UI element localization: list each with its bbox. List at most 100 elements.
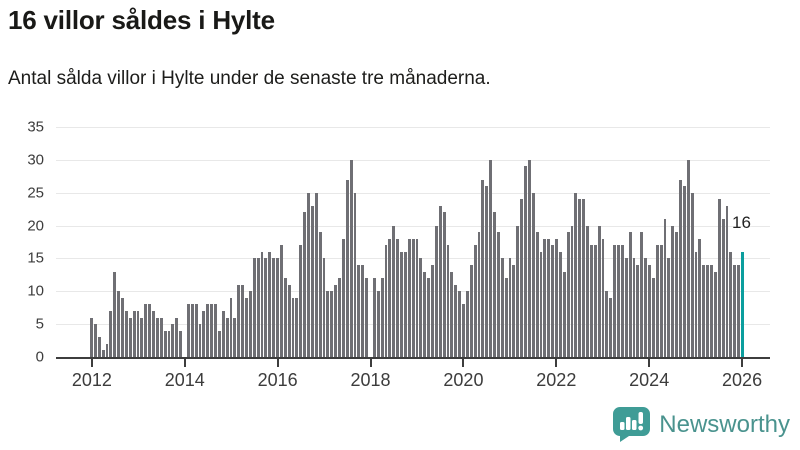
bar	[229, 297, 233, 357]
bar	[140, 317, 144, 357]
x-tick-2020	[462, 359, 465, 367]
bar	[524, 166, 527, 357]
bar	[624, 258, 628, 357]
newsworthy-logo[interactable]: Newsworthy	[613, 407, 790, 442]
bar	[124, 311, 128, 357]
gridline-25	[56, 192, 770, 194]
bar	[617, 245, 620, 357]
bar	[233, 317, 237, 357]
bar	[322, 258, 326, 357]
bar	[338, 278, 341, 357]
bar	[345, 179, 349, 357]
bar	[245, 297, 248, 357]
x-tick-label-2014: 2014	[164, 370, 205, 390]
bar	[679, 179, 682, 357]
bar	[431, 265, 434, 357]
bar	[264, 258, 268, 357]
bar	[163, 330, 167, 357]
bar	[179, 330, 182, 357]
bar	[512, 265, 516, 357]
bar	[217, 330, 221, 357]
chart-subtitle: Antal sålda villor i Hylte under de sena…	[8, 68, 491, 89]
y-tick-label-0: 0	[35, 348, 44, 366]
bar	[152, 311, 155, 357]
bar	[295, 297, 299, 357]
bar	[454, 284, 458, 357]
y-tick-label-15: 15	[27, 249, 44, 267]
bar	[117, 291, 120, 357]
x-tick-label-2024: 2024	[629, 370, 670, 390]
bar	[469, 265, 473, 357]
page-title: 16 villor såldes i Hylte	[8, 5, 275, 35]
bar	[272, 258, 275, 357]
bar	[442, 212, 446, 357]
bar	[640, 232, 644, 357]
bar	[128, 317, 132, 357]
bar	[601, 238, 605, 357]
bar	[276, 258, 279, 357]
bar	[485, 186, 489, 357]
bar	[496, 232, 500, 357]
bar	[663, 219, 667, 357]
bar	[566, 232, 570, 357]
bar	[644, 258, 647, 357]
bar	[307, 192, 310, 357]
x-tick-2022	[555, 359, 558, 367]
x-tick-label-2020: 2020	[443, 370, 484, 390]
bar	[256, 258, 260, 357]
bar	[260, 251, 264, 357]
bar	[434, 225, 438, 357]
x-tick-2012	[90, 359, 93, 367]
bar	[520, 199, 523, 357]
bar	[279, 245, 283, 357]
y-tick-label-25: 25	[27, 184, 44, 202]
bar	[636, 265, 640, 357]
bar	[400, 251, 403, 357]
bar	[527, 159, 531, 357]
bar	[349, 159, 353, 357]
y-tick-label-35: 35	[27, 118, 44, 136]
bar	[531, 192, 535, 357]
bar	[225, 317, 229, 357]
bar	[353, 192, 357, 357]
bar	[392, 225, 396, 357]
bar	[725, 205, 729, 357]
bar	[570, 225, 574, 357]
x-axis-line	[56, 357, 770, 359]
bar	[407, 238, 411, 357]
bar	[733, 265, 737, 357]
bar	[516, 225, 520, 357]
bar	[365, 278, 368, 357]
bar	[136, 311, 140, 357]
bar	[582, 199, 585, 357]
bar	[357, 265, 361, 357]
bar	[121, 297, 124, 357]
bar	[717, 199, 721, 357]
bar	[667, 258, 671, 357]
bar	[551, 245, 554, 357]
bar	[713, 271, 717, 357]
bar	[737, 265, 740, 357]
bar	[241, 284, 244, 357]
bar	[376, 291, 380, 357]
bar	[729, 251, 733, 357]
bar	[493, 212, 496, 357]
newsworthy-wordmark: Newsworthy	[659, 410, 790, 438]
bar	[659, 245, 663, 357]
bar	[388, 238, 392, 357]
bar	[372, 278, 376, 357]
y-tick-label-10: 10	[27, 282, 44, 300]
x-tick-2024	[648, 359, 651, 367]
bar	[706, 265, 709, 357]
bar	[194, 304, 198, 357]
bar	[648, 265, 651, 357]
bar	[361, 265, 365, 357]
bar	[597, 225, 601, 357]
bar	[334, 284, 337, 357]
x-tick-2014	[183, 359, 186, 367]
bar	[539, 251, 543, 357]
gridline-30	[56, 159, 770, 161]
bar	[93, 324, 97, 357]
bar	[210, 304, 213, 357]
bar	[396, 238, 399, 357]
